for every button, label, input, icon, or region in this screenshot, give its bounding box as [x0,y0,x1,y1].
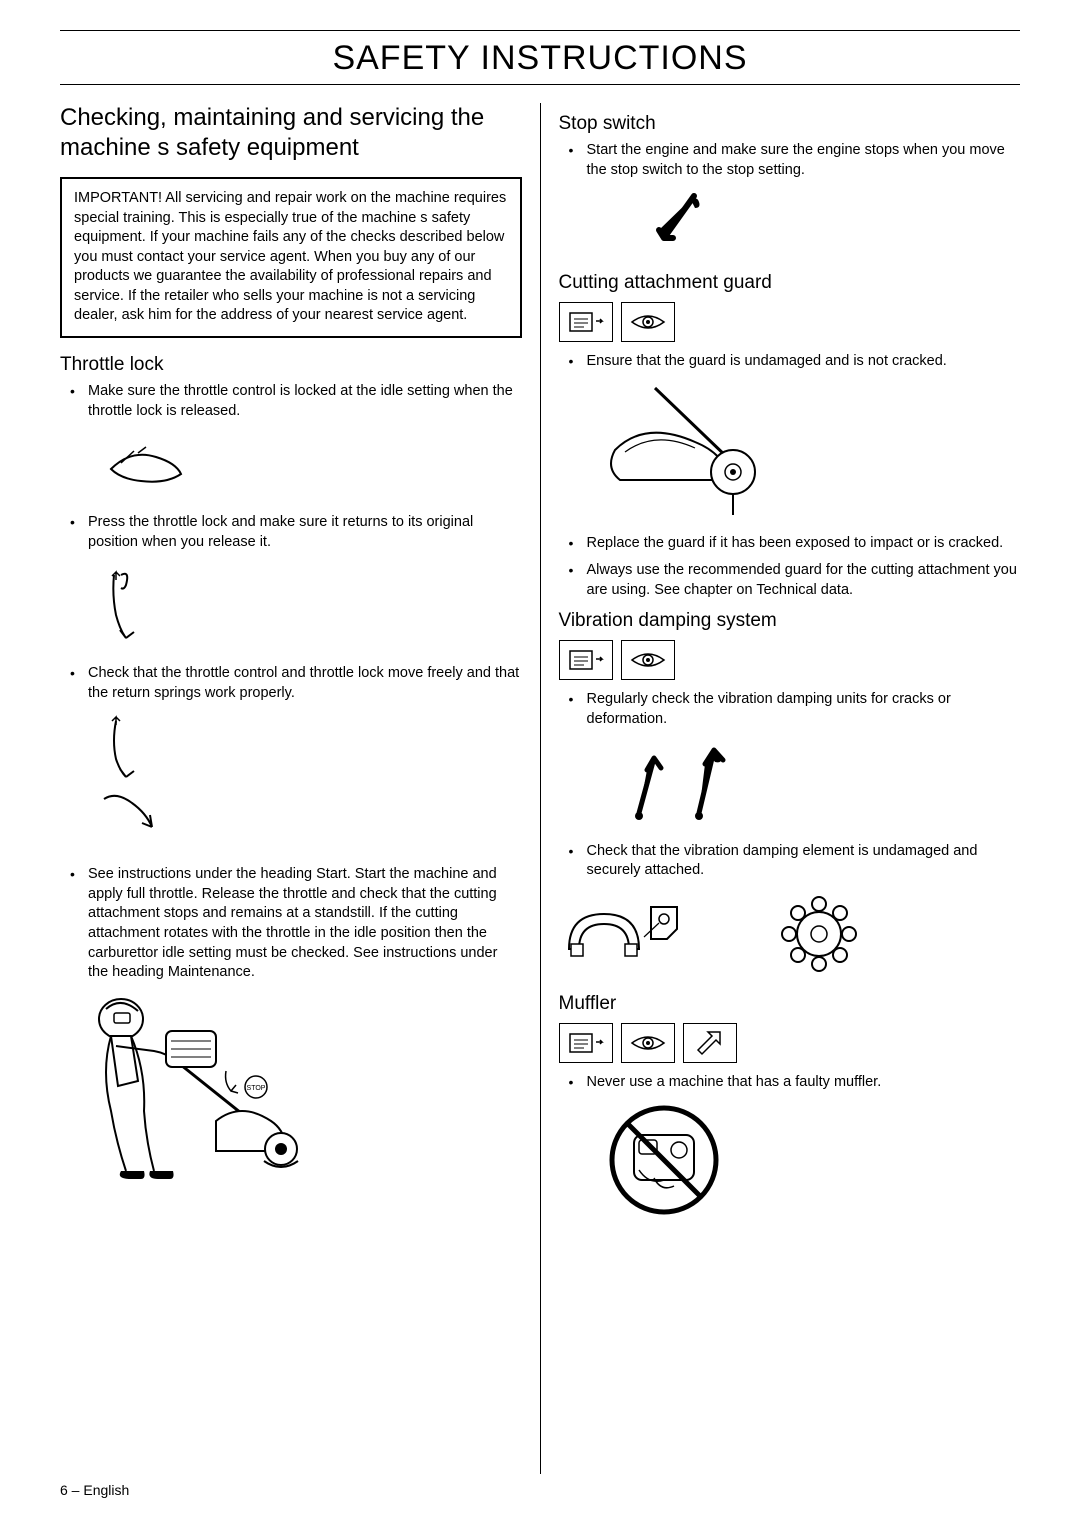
bullet: Always use the recommended guard for the… [559,561,1021,600]
guard-icons [559,302,1021,342]
bullet: See instructions under the heading Start… [60,865,522,982]
throttle-lock-heading: Throttle lock [60,354,522,376]
stop-switch-heading: Stop switch [559,113,1021,135]
left-column: Checking, maintaining and servicing the … [60,103,541,1474]
muffler-heading: Muffler [559,993,1021,1015]
section-heading: Checking, maintaining and servicing the … [60,103,522,163]
muffler-prohibit-illustration [599,1100,1021,1220]
manual-icon [559,1023,613,1063]
footer-sep: – [68,1482,84,1498]
footer-lang: English [83,1482,129,1498]
manual-icon [559,640,613,680]
vibration-heading: Vibration damping system [559,610,1021,632]
eye-icon [621,1023,675,1063]
stop-switch-illustration [639,188,1021,258]
bullet: Start the engine and make sure the engin… [559,141,1021,180]
bullet: Never use a machine that has a faulty mu… [559,1073,1021,1093]
page-number: 6 [60,1482,68,1498]
bullet: Make sure the throttle control is locked… [60,382,522,421]
guard-illustration [585,380,1021,520]
bullet: Check that the throttle control and thro… [60,664,522,703]
vibration-parts-illustration [559,889,1021,979]
bullet: Ensure that the guard is undamaged and i… [559,352,1021,372]
manual-icon [559,302,613,342]
muffler-icons [559,1023,1021,1063]
bullet: Replace the guard if it has been exposed… [559,534,1021,554]
bullet: Press the throttle lock and make sure it… [60,513,522,552]
svg-text:STOP: STOP [247,1085,266,1092]
important-warning: IMPORTANT! All servicing and repair work… [60,177,522,338]
vibration-icons [559,640,1021,680]
page-title: SAFETY INSTRUCTIONS [60,30,1020,85]
right-column: Stop switch Start the engine and make su… [541,103,1021,1474]
throttle-springs-illustration [86,711,522,851]
throttle-press-illustration [86,560,522,650]
content-columns: Checking, maintaining and servicing the … [60,103,1020,1474]
page-footer: 6 – English [60,1474,1020,1498]
eye-icon [621,302,675,342]
eye-icon [621,640,675,680]
vibration-arrows-illustration [599,738,1021,828]
guard-heading: Cutting attachment guard [559,272,1021,294]
bullet: Check that the vibration damping element… [559,842,1021,881]
bullet: Regularly check the vibration damping un… [559,690,1021,729]
tool-icon [683,1023,737,1063]
throttle-idle-illustration [86,429,522,499]
operator-illustration: STOP [66,991,522,1191]
